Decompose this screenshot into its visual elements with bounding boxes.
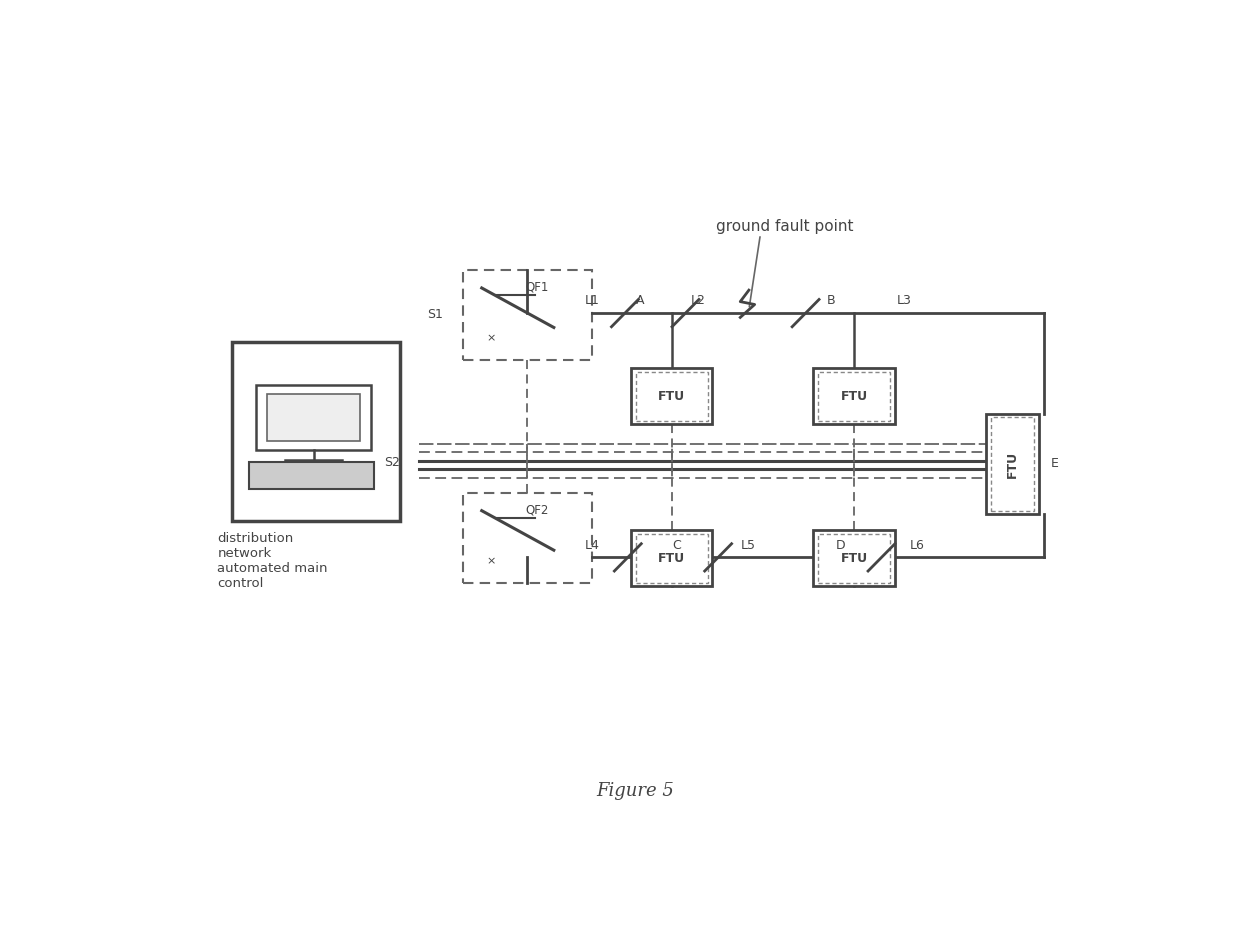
Text: S2: S2 <box>384 456 401 469</box>
Bar <box>463 270 593 360</box>
Text: C: C <box>672 538 681 551</box>
Text: FTU: FTU <box>658 551 684 564</box>
Text: S1: S1 <box>428 308 444 321</box>
Text: QF2: QF2 <box>526 504 548 517</box>
Bar <box>818 534 890 582</box>
Bar <box>631 369 712 425</box>
Text: FTU: FTU <box>1006 451 1019 478</box>
Text: A: A <box>636 295 645 307</box>
Bar <box>631 530 712 586</box>
Text: D: D <box>836 538 844 551</box>
Text: L2: L2 <box>691 295 706 307</box>
Bar <box>249 462 374 489</box>
Bar <box>813 530 895 586</box>
Bar <box>986 413 1039 514</box>
Text: FTU: FTU <box>658 390 684 403</box>
Text: L3: L3 <box>898 295 911 307</box>
Text: FTU: FTU <box>841 390 868 403</box>
Bar <box>635 534 708 582</box>
Bar <box>255 385 371 450</box>
Text: QF1: QF1 <box>526 281 548 294</box>
Text: ×: × <box>486 556 496 566</box>
Text: Figure 5: Figure 5 <box>596 782 675 800</box>
Bar <box>991 417 1034 510</box>
Text: L4: L4 <box>585 538 600 551</box>
Bar <box>813 369 895 425</box>
Bar <box>635 372 708 421</box>
Text: distribution
network
automated main
control: distribution network automated main cont… <box>217 532 327 591</box>
Bar <box>818 372 890 421</box>
Text: L5: L5 <box>740 538 755 551</box>
Text: ×: × <box>486 333 496 343</box>
Text: L6: L6 <box>910 538 925 551</box>
Bar <box>268 394 360 441</box>
Text: ground fault point: ground fault point <box>715 219 853 234</box>
Text: E: E <box>1050 457 1059 470</box>
Text: L1: L1 <box>585 295 600 307</box>
Text: FTU: FTU <box>841 551 868 564</box>
Text: B: B <box>826 295 835 307</box>
Bar <box>232 341 401 522</box>
Bar <box>463 493 593 582</box>
